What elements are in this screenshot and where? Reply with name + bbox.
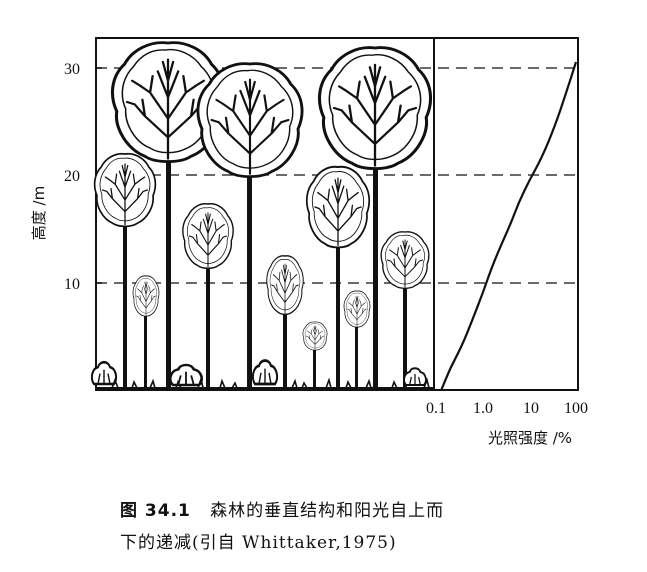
y-axis-title: 高度 /m (30, 186, 48, 240)
x-axis-title: 光照强度 /% (488, 429, 572, 447)
x-tick-1-0: 1.0 (473, 400, 493, 417)
figure-caption-line-2: 下的递减(引自 Whittaker,1975) (120, 528, 397, 553)
x-tick-0-1: 0.1 (426, 400, 446, 417)
canopy-tree-1 (110, 41, 226, 388)
figure-number: 图 34.1 (120, 501, 191, 521)
low-tree-2 (380, 231, 430, 388)
caption-text-1: 森林的垂直结构和阳光自上而 (210, 501, 445, 521)
low-tree-3 (266, 255, 304, 388)
x-tick-10: 10 (523, 400, 539, 417)
light-panel-frame (433, 37, 579, 391)
caption-text-2: 下的递减(引自 Whittaker,1975) (120, 533, 397, 553)
y-tick-20: 20 (64, 168, 80, 185)
y-tick-30: 30 (64, 61, 80, 78)
small-tree-2 (343, 290, 371, 388)
figure-caption-line-1: 图 34.1 森林的垂直结构和阳光自上而 (120, 496, 444, 521)
low-tree-1 (182, 203, 234, 388)
x-tick-100: 100 (564, 400, 588, 417)
small-tree-1 (132, 275, 160, 388)
small-tree-3 (302, 321, 328, 388)
mid-tree-1 (93, 152, 157, 388)
mid-tree-2 (305, 165, 371, 388)
canopy-tree-2 (196, 62, 304, 388)
y-tick-10: 10 (64, 276, 80, 293)
forest-trees (90, 41, 434, 389)
light-intensity-curve (440, 61, 578, 391)
canopy-tree-3 (317, 46, 433, 388)
